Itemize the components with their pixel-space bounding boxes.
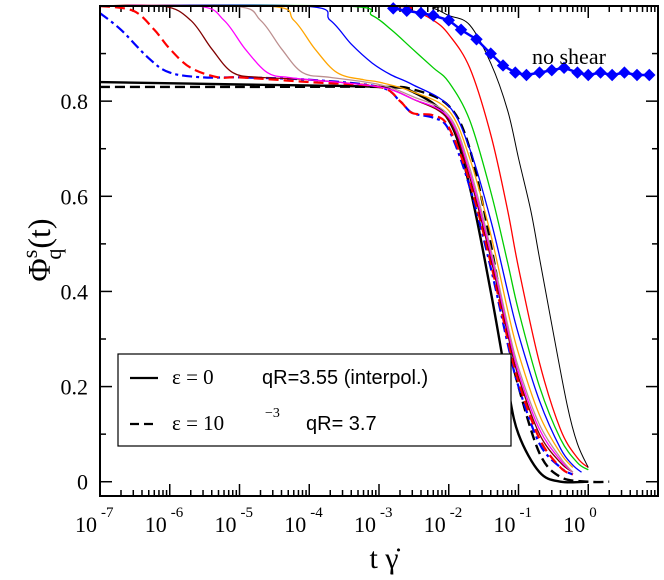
series-line-9 [99,4,589,471]
no-shear-point [630,68,644,82]
y-tick-label: 0.4 [61,279,89,304]
no-shear-point [427,9,440,22]
x-tick-label: 10 [215,512,237,537]
x-tick-label-exponent: -6 [171,505,184,521]
y-tick-label: 0.8 [61,89,89,114]
series-line-7 [99,4,574,468]
legend-q-0: qR=3.55 (interpol.) [262,367,428,389]
legend-eps-1: ε = 10 [172,411,224,435]
y-axis-label: Φsq(t) [17,218,66,281]
x-tick-label: 10 [145,512,167,537]
no-shear-point [470,33,483,46]
no-shear-point [545,64,558,77]
x-tick-label-exponent: -5 [241,505,254,521]
series-line-5 [99,4,574,473]
no-shear-annotation: no shear [532,44,607,69]
x-tick-label-exponent: -2 [450,505,463,521]
no-shear-point [571,66,584,79]
no-shear-point [618,66,631,79]
series-line-8 [99,4,582,473]
no-shear-point [387,2,400,15]
x-tick-label: 10 [563,512,585,537]
no-shear-point [509,66,522,79]
legend-eps-1-exponent: −3 [265,406,280,421]
legend-q-1: qR= 3.7 [306,413,377,435]
x-tick-label: 10 [75,512,97,537]
no-shear-point [484,47,497,60]
no-shear-point [454,23,468,36]
series-line-3 [99,4,574,476]
legend-box [117,353,512,447]
no-shear-point [414,6,428,20]
x-tick-label: 10 [354,512,376,537]
no-shear-point [533,66,546,79]
y-tick-label: 0.2 [61,375,89,400]
no-shear-point [442,14,455,27]
y-axis-label-text: Φsq(t) [17,218,66,281]
no-shear-point [594,66,607,79]
no-shear-point [582,68,595,82]
no-shear-point [605,68,619,82]
y-tick-label: 0.6 [61,184,89,209]
x-tick-label-exponent: 0 [589,505,597,521]
x-tick-label: 10 [424,512,446,537]
series-line-1 [100,85,610,484]
no-shear-point [400,4,413,17]
x-tick-label-exponent: -4 [310,505,323,521]
x-tick-label-exponent: -3 [380,505,393,521]
legend: ε = 0 qR=3.55 (interpol.) ε = 10 −3 qR= … [117,353,512,447]
y-tick-label: 0 [77,470,88,495]
x-tick-label: 10 [284,512,306,537]
x-tick-label-exponent: -1 [520,505,533,521]
tick-layer: 10 -7 10 -6 10 -5 10 -4 10 -3 10 -2 10 -1 10 000.20.40.… [61,6,659,537]
legend-eps-0: ε = 0 [172,365,214,389]
no-shear-point [557,61,571,75]
no-shear-point [496,59,510,72]
no-shear-point [520,68,533,82]
x-axis-label: t γ̇ [369,542,400,575]
x-tick-label: 10 [494,512,516,537]
plot-frame [99,5,659,497]
no-shear-point [643,68,656,82]
series-line-6 [99,4,574,473]
x-tick-label-exponent: -7 [101,505,114,521]
